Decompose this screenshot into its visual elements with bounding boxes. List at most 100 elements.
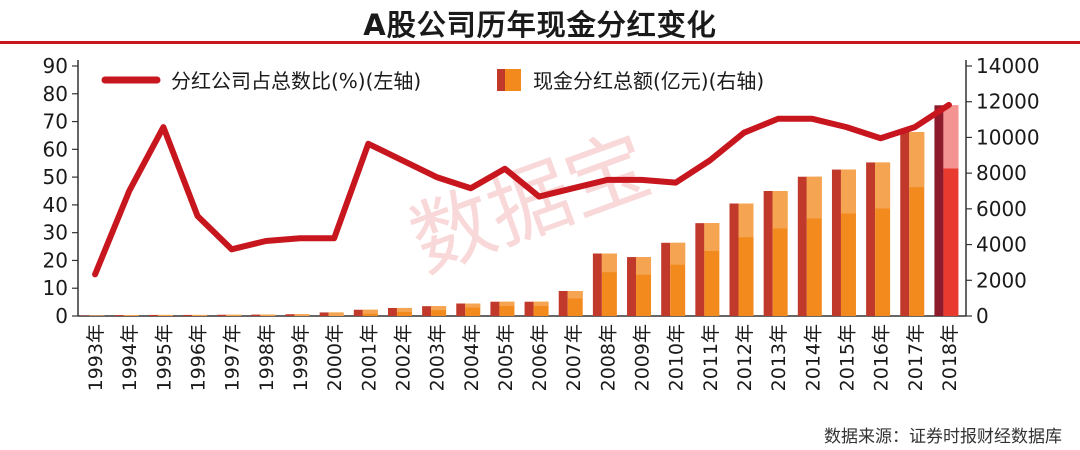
right-tick-label: 8000 xyxy=(976,161,1027,185)
line-point-2012年 xyxy=(743,132,745,134)
bar-1995年 xyxy=(148,314,173,316)
legend-label-ratio: 分红公司占总数比(%)(左轴) xyxy=(171,69,421,93)
x-tick-label: 2000年 xyxy=(324,324,346,391)
bar-1997年 xyxy=(217,314,242,316)
left-tick-label: 60 xyxy=(43,137,68,161)
bar-2000年 xyxy=(319,312,344,316)
bar-2013年 xyxy=(763,191,788,316)
line-point-1997年 xyxy=(231,248,233,250)
line-point-1995年 xyxy=(162,126,164,128)
line-point-2011年 xyxy=(709,159,711,161)
line-point-2008年 xyxy=(606,179,608,181)
x-tick-label: 1998年 xyxy=(256,324,278,391)
line-point-2006年 xyxy=(538,196,540,198)
x-tick-label: 2001年 xyxy=(358,324,380,391)
right-tick-label: 2000 xyxy=(976,268,1027,292)
left-tick-label: 70 xyxy=(43,110,68,134)
bar-2010年 xyxy=(661,242,686,316)
line-point-2014年 xyxy=(811,118,813,120)
line-point-2000年 xyxy=(333,237,335,239)
bar-2012年 xyxy=(729,203,754,316)
bar-2011年 xyxy=(695,223,720,316)
x-tick-label: 2014年 xyxy=(802,324,824,391)
bar-2014年 xyxy=(797,176,822,316)
line-point-2009年 xyxy=(641,179,643,181)
x-tick-label: 2013年 xyxy=(768,324,790,391)
x-tick-label: 1993年 xyxy=(85,324,107,391)
x-tick-label: 2017年 xyxy=(905,324,927,391)
left-tick-label: 0 xyxy=(55,304,68,328)
bar-2008年 xyxy=(592,253,617,316)
right-tick-label: 14000 xyxy=(976,54,1040,78)
line-point-2010年 xyxy=(675,182,677,184)
line-series-dividend-ratio xyxy=(92,101,952,278)
bar-2003年 xyxy=(422,306,447,316)
bar-2004年 xyxy=(456,303,481,316)
x-tick-label: 2006年 xyxy=(529,324,551,391)
bar-1994年 xyxy=(114,315,139,316)
right-tick-label: 6000 xyxy=(976,197,1027,221)
right-tick-label: 4000 xyxy=(976,233,1027,257)
bar-2006年 xyxy=(524,301,549,316)
x-tick-label: 2010年 xyxy=(666,324,688,391)
legend-bar-swatch-front xyxy=(505,69,521,91)
bar-1996年 xyxy=(183,314,208,316)
bar-1998年 xyxy=(251,314,276,316)
left-tick-label: 40 xyxy=(43,193,68,217)
right-tick-label: 10000 xyxy=(976,125,1040,149)
left-tick-label: 20 xyxy=(43,248,68,272)
line-point-2003年 xyxy=(436,176,438,178)
line-point-2018年 xyxy=(948,104,950,106)
line-point-2002年 xyxy=(401,159,403,161)
x-tick-label: 2009年 xyxy=(632,324,654,391)
x-tick-label: 1997年 xyxy=(222,324,244,391)
line-point-1999年 xyxy=(299,237,301,239)
bar-2018年 xyxy=(934,105,959,317)
bar-2002年 xyxy=(387,307,412,316)
bar-2001年 xyxy=(353,309,378,316)
bar-2005年 xyxy=(490,301,515,316)
x-tick-label: 1995年 xyxy=(153,324,175,391)
left-tick-label: 80 xyxy=(43,82,68,106)
x-tick-label: 2018年 xyxy=(939,324,961,391)
bar-2007年 xyxy=(558,291,583,316)
line-point-1996年 xyxy=(197,215,199,217)
left-tick-label: 30 xyxy=(43,221,68,245)
legend-label-dividend-total: 现金分红总额(亿元)(右轴) xyxy=(533,69,764,93)
x-tick-label: 2003年 xyxy=(427,324,449,391)
chart-title: A股公司历年现金分红变化 xyxy=(363,8,717,42)
x-tick-label: 1994年 xyxy=(119,324,141,391)
x-tick-label: 2005年 xyxy=(495,324,517,391)
x-tick-label: 2004年 xyxy=(461,324,483,391)
right-tick-label: 0 xyxy=(976,304,989,328)
x-tick-label: 2012年 xyxy=(734,324,756,391)
line-point-1993年 xyxy=(94,273,96,275)
bar-2017年 xyxy=(900,132,925,316)
line-point-2017年 xyxy=(914,126,916,128)
x-tick-label: 2016年 xyxy=(871,324,893,391)
right-tick-label: 12000 xyxy=(976,90,1040,114)
legend-bar-swatch-side xyxy=(497,69,505,91)
x-tick-label: 2007年 xyxy=(563,324,585,391)
x-tick-label: 2011年 xyxy=(700,324,722,391)
bar-2015年 xyxy=(831,169,856,316)
title-rule xyxy=(0,41,1080,44)
x-tick-label: 1999年 xyxy=(290,324,312,391)
x-tick-label: 2015年 xyxy=(836,324,858,391)
line-point-1994年 xyxy=(128,190,130,192)
bar-2009年 xyxy=(627,257,652,316)
source-note: 数据来源：证券时报财经数据库 xyxy=(824,427,1062,447)
x-tick-label: 1996年 xyxy=(188,324,210,391)
line-point-2007年 xyxy=(572,187,574,189)
bar-2016年 xyxy=(866,162,891,316)
line-point-2016年 xyxy=(880,137,882,139)
line-point-2004年 xyxy=(470,187,472,189)
line-point-2015年 xyxy=(845,126,847,128)
line-point-1998年 xyxy=(265,240,267,242)
left-tick-label: 50 xyxy=(43,165,68,189)
x-tick-label: 2002年 xyxy=(392,324,414,391)
watermark: 数据宝 xyxy=(399,117,663,290)
line-point-2013年 xyxy=(777,118,779,120)
x-tick-label: 2008年 xyxy=(597,324,619,391)
